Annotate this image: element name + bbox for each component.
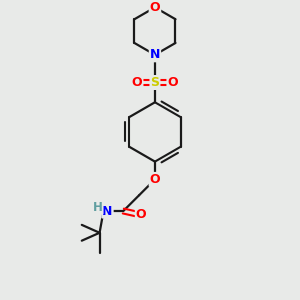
Text: H: H	[93, 201, 103, 214]
Text: O: O	[150, 1, 160, 14]
Text: O: O	[136, 208, 146, 221]
Text: N: N	[102, 205, 113, 218]
Text: O: O	[167, 76, 178, 89]
Text: O: O	[150, 173, 160, 186]
Text: O: O	[132, 76, 142, 89]
Text: N: N	[150, 48, 160, 61]
Text: S: S	[150, 76, 159, 89]
